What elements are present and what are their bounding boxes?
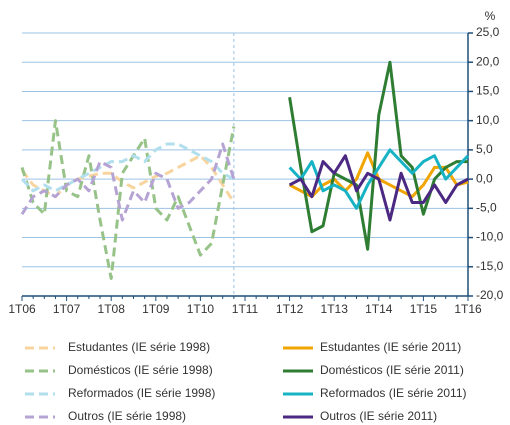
unit-label: % bbox=[485, 9, 496, 23]
x-tick-label: 1T15 bbox=[410, 302, 438, 316]
x-tick-label: 1T06 bbox=[8, 302, 36, 316]
x-tick-label: 1T10 bbox=[187, 302, 215, 316]
y-tick-label: 25,0 bbox=[476, 25, 500, 39]
x-tick-label: 1T12 bbox=[276, 302, 304, 316]
y-tick-label: -5,0 bbox=[476, 201, 497, 215]
y-tick-label: 10,0 bbox=[476, 113, 500, 127]
y-tick-label: -15,0 bbox=[476, 259, 504, 273]
legend-label: Reformados (IE série 1998) bbox=[68, 386, 215, 400]
x-tick-label: 1T07 bbox=[53, 302, 81, 316]
x-tick-label: 1T09 bbox=[142, 302, 170, 316]
legend-label: Domésticos (IE série 2011) bbox=[320, 363, 464, 377]
legend-label: Estudantes (IE série 2011) bbox=[320, 340, 461, 354]
y-tick-label: -20,0 bbox=[476, 288, 504, 302]
x-tick-label: 1T11 bbox=[232, 302, 259, 316]
series-line bbox=[288, 154, 469, 222]
legend-label: Outros (IE série 1998) bbox=[68, 409, 186, 423]
y-tick-label: -10,0 bbox=[476, 230, 504, 244]
x-tick-label: 1T08 bbox=[98, 302, 126, 316]
legend-label: Outros (IE série 2011) bbox=[320, 409, 437, 423]
y-tick-label: 20,0 bbox=[476, 54, 500, 68]
legend-label: Reformados (IE série 2011) bbox=[320, 386, 467, 400]
series-line bbox=[288, 148, 470, 210]
x-tick-label: 1T13 bbox=[321, 302, 349, 316]
x-tick-label: 1T16 bbox=[454, 302, 482, 316]
legend-label: Domésticos (IE série 1998) bbox=[68, 363, 213, 377]
series-line bbox=[20, 119, 236, 280]
series-line bbox=[20, 142, 235, 193]
series-line bbox=[288, 60, 468, 251]
y-tick-label: 15,0 bbox=[476, 84, 500, 98]
series-line bbox=[20, 142, 236, 222]
y-tick-label: 0,0 bbox=[476, 171, 493, 185]
x-tick-label: 1T14 bbox=[365, 302, 393, 316]
y-tick-label: 5,0 bbox=[476, 142, 493, 156]
legend-label: Estudantes (IE série 1998) bbox=[68, 340, 210, 354]
